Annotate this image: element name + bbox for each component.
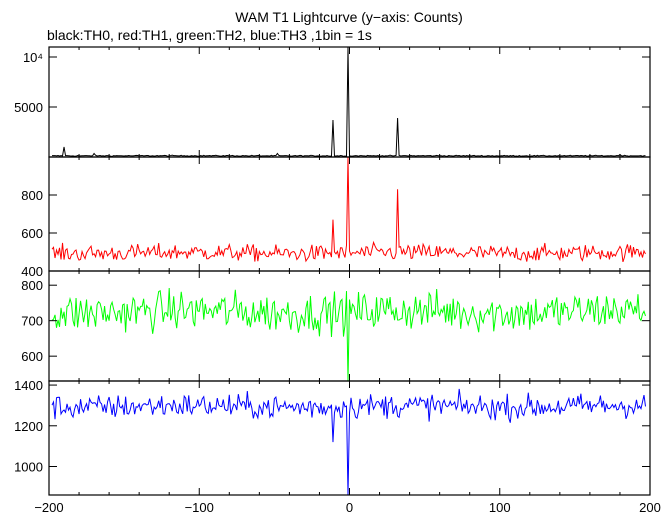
x-tick-label: 200 (639, 500, 661, 515)
panel-frame-th1 (48, 156, 651, 272)
chart-subtitle: black:TH0, red:TH1, green:TH2, blue:TH3 … (47, 27, 372, 43)
chart-title: WAM T1 Lightcurve (y−axis: Counts) (235, 9, 463, 25)
y-tick-label: 1200 (14, 419, 43, 434)
x-tick-label: −100 (185, 500, 214, 515)
y-tick-label: 700 (21, 314, 43, 329)
series-line-th3 (51, 388, 646, 496)
x-tick-label: −200 (34, 500, 63, 515)
series-line-th2 (51, 287, 646, 382)
y-tick-label: 600 (21, 349, 43, 364)
x-tick-label: 100 (489, 500, 511, 515)
y-tick-label: 400 (21, 264, 43, 279)
y-tick-label: 800 (21, 278, 43, 293)
series-line-th1 (51, 156, 646, 263)
y-tick-label: 10⁴ (23, 50, 43, 65)
y-tick-label: 600 (21, 226, 43, 241)
y-tick-label: 1400 (14, 378, 43, 393)
series-line-th0 (51, 46, 646, 158)
y-tick-label: 1000 (14, 460, 43, 475)
x-tick-label: 0 (346, 500, 353, 515)
y-tick-label: 5000 (14, 100, 43, 115)
y-tick-label: 800 (21, 188, 43, 203)
